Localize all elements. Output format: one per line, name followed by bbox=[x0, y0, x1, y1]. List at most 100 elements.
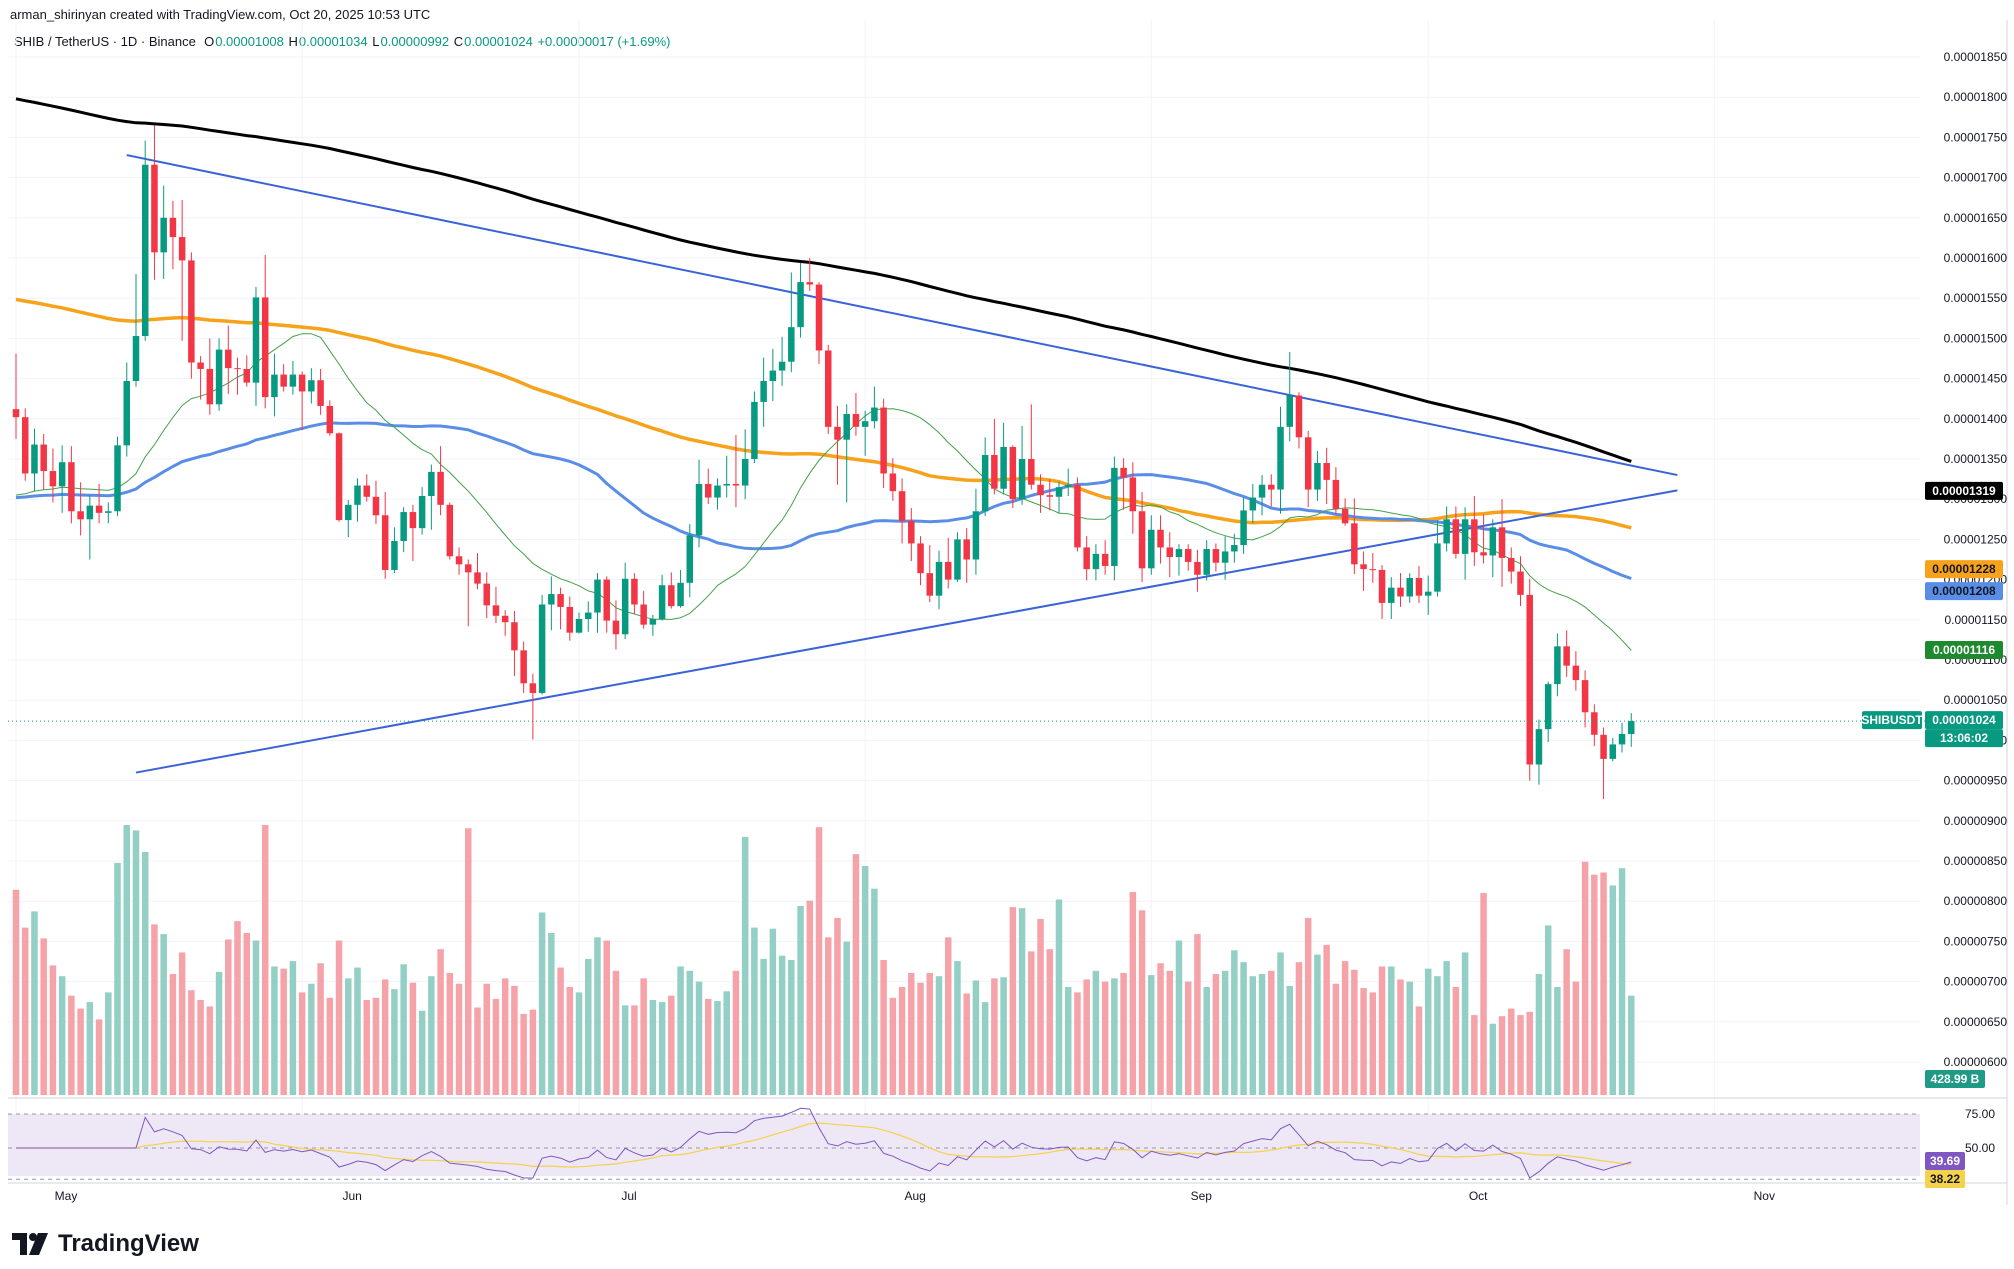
volume-bar bbox=[400, 964, 407, 1095]
volume-bar bbox=[603, 940, 610, 1095]
volume-bar bbox=[243, 933, 250, 1095]
candle-body bbox=[178, 237, 186, 261]
ma20-badge-bg bbox=[1925, 641, 2003, 659]
volume-bar bbox=[861, 866, 869, 1095]
volume-bar bbox=[21, 927, 29, 1095]
volume-bar bbox=[215, 971, 223, 1095]
price-tick-label: 0.00001550 bbox=[1944, 291, 2008, 305]
volume-bar bbox=[871, 888, 878, 1095]
candle-body bbox=[944, 561, 952, 580]
volume-bar bbox=[668, 995, 675, 1095]
volume-bar bbox=[1028, 951, 1035, 1095]
price-tick-label: 0.00001500 bbox=[1944, 331, 2008, 345]
candle-body bbox=[1166, 547, 1173, 558]
candle-body bbox=[501, 615, 509, 623]
candle-body bbox=[1184, 549, 1192, 562]
rsi-pane bbox=[8, 1107, 1920, 1180]
candle-body bbox=[705, 483, 712, 498]
ma100-badge-bg bbox=[1925, 560, 2003, 579]
legend-open: 0.00001008 bbox=[215, 34, 284, 49]
candle-body bbox=[649, 618, 657, 625]
candle-body bbox=[1618, 733, 1626, 745]
volume-bar bbox=[1231, 950, 1238, 1095]
candle-body bbox=[31, 444, 38, 474]
volume-bar bbox=[40, 938, 47, 1095]
volume-bar bbox=[612, 970, 620, 1095]
rsi-value-badge: 39.69 bbox=[1930, 1154, 1960, 1168]
symbol-badge-bg bbox=[1862, 711, 1922, 730]
candle-body bbox=[465, 564, 472, 573]
volume-bar bbox=[1341, 961, 1349, 1095]
volume-bar bbox=[520, 1014, 527, 1095]
candle-body bbox=[1101, 553, 1109, 566]
tradingview-logo-icon bbox=[12, 1233, 52, 1255]
volume-bar bbox=[326, 997, 334, 1095]
candle-body bbox=[492, 605, 500, 616]
volume-bar bbox=[372, 997, 380, 1095]
legend-symbol[interactable]: SHIB / TetherUS · 1D · Binance bbox=[14, 34, 196, 49]
candle-body bbox=[575, 618, 583, 633]
volume-bar bbox=[1471, 1015, 1478, 1095]
candle-body bbox=[1037, 484, 1044, 496]
candle-body bbox=[363, 485, 370, 497]
candle-body bbox=[751, 401, 758, 459]
candle-body bbox=[298, 374, 306, 392]
legend-open-label: O bbox=[204, 34, 215, 49]
volume-bar bbox=[1083, 979, 1090, 1095]
volume-bar bbox=[917, 982, 924, 1095]
candle-body bbox=[123, 381, 131, 446]
ma20-badge: 0.00001116 bbox=[1933, 643, 1995, 657]
price-tick-label: 0.00001850 bbox=[1944, 50, 2008, 64]
price-tick-label: 0.00001750 bbox=[1944, 130, 2008, 144]
volume-bar bbox=[1609, 885, 1617, 1095]
candle-body bbox=[391, 541, 398, 570]
volume-bar bbox=[317, 963, 324, 1095]
volume-bar bbox=[1295, 962, 1303, 1095]
candle-body bbox=[1148, 529, 1155, 569]
candle-body bbox=[1628, 721, 1635, 734]
candle-body bbox=[621, 578, 629, 635]
candle-body bbox=[797, 282, 804, 328]
candle-body bbox=[1480, 552, 1487, 556]
time-axis: May Jun Jul Aug Sep Oct Nov bbox=[55, 1189, 1775, 1203]
candle-body bbox=[631, 578, 638, 605]
volume-bar bbox=[824, 937, 832, 1095]
volume-bar bbox=[1406, 981, 1413, 1095]
volume-bar bbox=[1166, 970, 1173, 1095]
candle-body bbox=[741, 459, 749, 486]
tradingview-logo[interactable]: TradingView bbox=[12, 1230, 199, 1258]
volume-bar bbox=[1037, 918, 1044, 1095]
volume-bar bbox=[1388, 966, 1395, 1095]
volume-bar bbox=[132, 830, 140, 1095]
volume-bar bbox=[418, 1010, 426, 1095]
price-tick-label: 0.00001350 bbox=[1944, 452, 2008, 466]
price-tick-label: 0.00001400 bbox=[1944, 412, 2008, 426]
volume-bar bbox=[1009, 907, 1017, 1095]
candle-body bbox=[1092, 553, 1100, 570]
candle-body bbox=[954, 539, 961, 580]
volume-badge: 428.99 B bbox=[1931, 1072, 1980, 1086]
candle-body bbox=[197, 362, 204, 369]
volume-bar bbox=[954, 961, 961, 1095]
price-tick-label: 0.00000700 bbox=[1944, 975, 2008, 989]
volume-bar bbox=[548, 933, 555, 1095]
candle-body bbox=[1332, 479, 1340, 509]
volume-bar bbox=[566, 987, 574, 1095]
candle-body bbox=[1591, 712, 1598, 735]
volume-bar bbox=[1175, 940, 1183, 1095]
legend-low-label: L bbox=[372, 34, 380, 49]
candle-body bbox=[474, 572, 481, 584]
candle-body bbox=[1175, 549, 1183, 558]
price-tick-label: 0.00001700 bbox=[1944, 171, 2008, 185]
candle-body bbox=[880, 407, 887, 474]
candle-body bbox=[529, 683, 537, 693]
candle-body bbox=[1388, 587, 1395, 603]
volume-bar bbox=[1074, 992, 1081, 1095]
candle-body bbox=[834, 426, 841, 440]
volume-bar bbox=[1286, 985, 1293, 1095]
volume-bar bbox=[289, 961, 297, 1095]
volume-bar bbox=[446, 972, 454, 1095]
volume-bar bbox=[465, 828, 472, 1095]
candle-body bbox=[1378, 569, 1386, 603]
